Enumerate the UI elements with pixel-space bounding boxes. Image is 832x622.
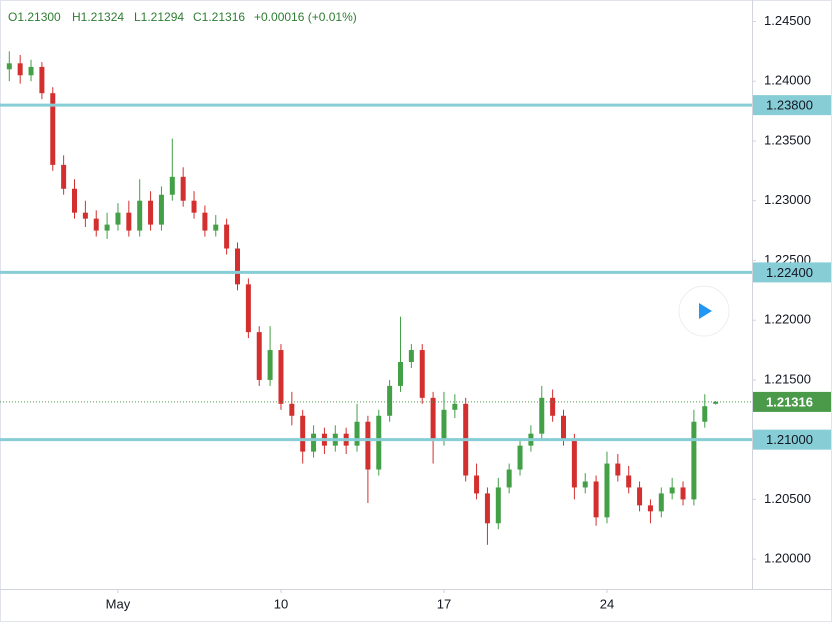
candle-body [702, 406, 708, 422]
candle-body [267, 350, 273, 380]
candle-body [626, 475, 632, 488]
candle-body [713, 401, 719, 404]
candle-body [82, 212, 88, 219]
candle-body [289, 403, 295, 416]
candle-body [376, 415, 382, 470]
level-label-box [753, 262, 831, 283]
candle-body [17, 63, 23, 76]
candle-body [593, 481, 599, 518]
candle-body [441, 409, 447, 440]
candle-body [6, 63, 12, 70]
candle-body [126, 212, 132, 231]
candle-body [419, 350, 425, 398]
candle-body [213, 224, 219, 231]
candle-body [104, 224, 110, 231]
candle-body [615, 463, 621, 476]
level-label-box [753, 429, 831, 450]
candle-body [256, 332, 262, 380]
candle-body [506, 469, 512, 488]
candle-body [452, 403, 458, 410]
candle-body [300, 415, 306, 452]
candle-body [278, 350, 284, 404]
candle-body [550, 397, 556, 416]
candle-body [398, 362, 403, 386]
candle-body [474, 475, 480, 494]
level-label: 1.22400 [766, 265, 813, 280]
level-label-box [753, 95, 831, 116]
y-tick-label: 1.23000 [764, 192, 811, 207]
y-tick-label: 1.24000 [764, 73, 811, 88]
candle-body [137, 200, 143, 231]
candle-body [311, 433, 317, 452]
level-label: 1.23800 [766, 98, 813, 113]
candle-body [691, 421, 697, 500]
low-text: L1.21294 [134, 10, 184, 24]
candle-body [669, 487, 675, 494]
high-text: H1.21324 [72, 10, 124, 24]
candle-body [72, 188, 77, 213]
candle-body [28, 66, 34, 76]
candle-body [387, 385, 393, 416]
candle-body [637, 487, 643, 506]
y-tick-label: 1.22000 [764, 312, 811, 327]
candle-body [93, 218, 99, 231]
ohlc-header: O1.21300 H1.21324 L1.21294 C1.21316 +0.0… [8, 10, 357, 24]
change-text: +0.00016 (+0.01%) [254, 10, 357, 24]
candle-body [61, 164, 67, 189]
y-tick-label: 1.20500 [764, 491, 811, 506]
candle-body [148, 200, 154, 225]
candle-body [647, 505, 653, 512]
play-icon[interactable] [699, 303, 712, 319]
y-tick-label: 1.21500 [764, 371, 811, 386]
candle-body [354, 421, 360, 446]
candle-body [658, 493, 664, 512]
candle-body [430, 397, 436, 440]
y-tick-label: 1.20000 [764, 551, 811, 566]
candle-body [561, 415, 566, 440]
candle-body [680, 487, 686, 500]
y-tick-label: 1.23500 [764, 132, 811, 147]
candle-body [39, 66, 45, 94]
candle-body [180, 176, 186, 201]
x-tick-label: 24 [600, 596, 614, 611]
candle-body [539, 397, 545, 434]
close-text: C1.21316 [193, 10, 245, 24]
candle-body [169, 176, 175, 195]
candle-body [365, 421, 371, 470]
candle-body [235, 248, 240, 285]
candle-body [202, 212, 208, 231]
candle-body [224, 224, 230, 249]
x-tick-label: 17 [437, 596, 451, 611]
y-tick-label: 1.24500 [764, 13, 811, 28]
candle-body [191, 200, 197, 213]
candle-body [517, 445, 523, 470]
candle-body [245, 284, 251, 333]
candle-body [408, 350, 414, 363]
candle-body [495, 487, 501, 524]
candle-body [604, 463, 610, 518]
last-price-box [753, 391, 831, 412]
candle-body [484, 493, 490, 524]
level-label: 1.21000 [766, 432, 813, 447]
open-text: O1.21300 [8, 10, 61, 24]
x-tick-label: 10 [274, 596, 288, 611]
candle-body [158, 194, 164, 225]
candle-body [582, 481, 588, 488]
x-tick-label: May [106, 596, 131, 611]
play-button[interactable] [678, 285, 730, 337]
candle-body [50, 93, 56, 165]
last-price-label: 1.21316 [766, 394, 813, 409]
candle-body [571, 439, 577, 488]
candle-body [115, 212, 121, 225]
